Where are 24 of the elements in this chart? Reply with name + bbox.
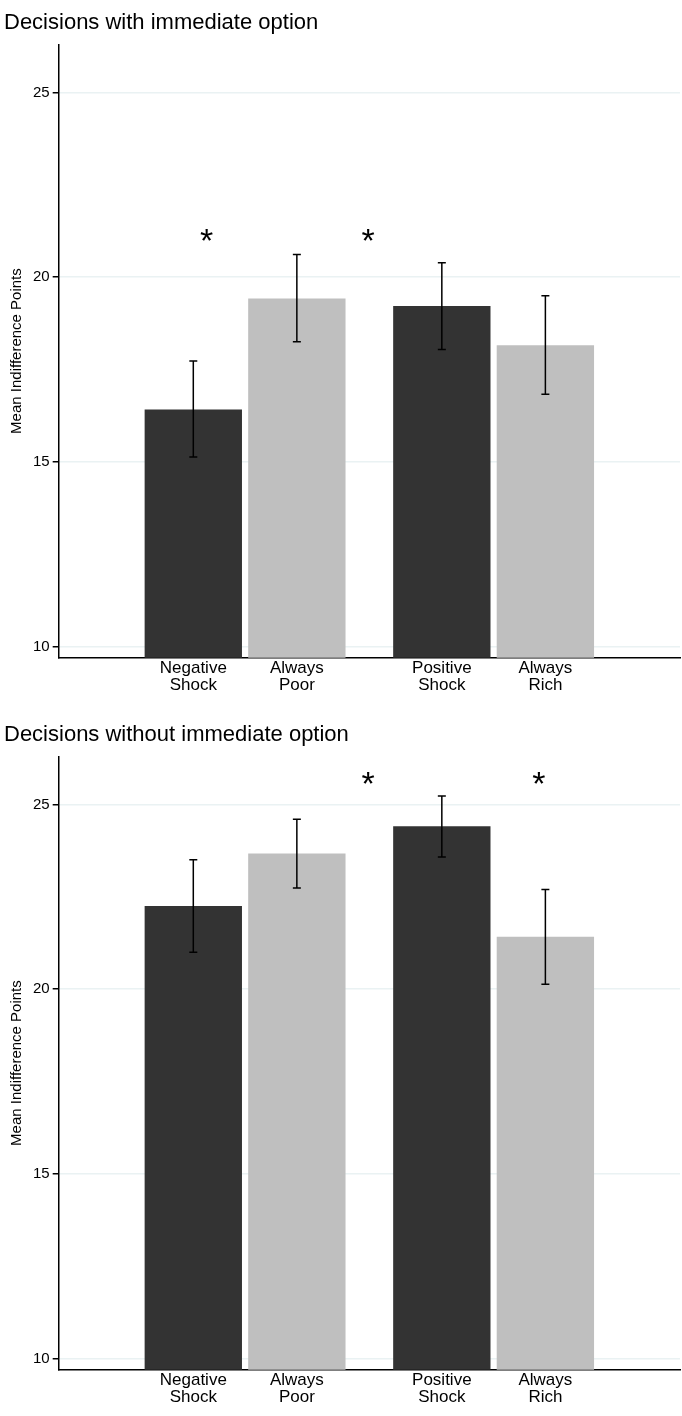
y-axis-title: Mean Indifference Points (7, 268, 25, 434)
y-tick-label: 10 (33, 636, 50, 654)
y-tick-label: 10 (33, 1348, 50, 1366)
y-tick-label: 20 (33, 267, 50, 285)
annotation: * (532, 764, 546, 803)
x-tick-label: Always Rich (518, 1370, 573, 1406)
y-tick-label: 25 (33, 82, 50, 100)
chart-title: Decisions without immediate option (4, 721, 349, 747)
x-tick-label: Always Rich (518, 658, 573, 694)
y-tick-label: 20 (33, 979, 50, 997)
annotation: * (361, 220, 375, 259)
y-tick-label: 15 (33, 1164, 50, 1182)
annotation: * (199, 220, 214, 259)
chart-title: Decisions with immediate option (4, 9, 319, 35)
x-tick-label: Always Poor (269, 658, 324, 694)
annotation: * (361, 764, 375, 803)
x-tick-label: Negative Shock (159, 658, 227, 694)
y-tick-label: 15 (33, 452, 50, 470)
x-tick-label: Positive Shock (412, 658, 472, 694)
x-tick-label: Always Poor (269, 1370, 324, 1406)
y-axis-title: Mean Indifference Points (7, 980, 25, 1146)
x-tick-label: Positive Shock (412, 1370, 472, 1406)
y-tick-label: 25 (33, 794, 50, 812)
x-tick-label: Negative Shock (159, 1370, 227, 1406)
